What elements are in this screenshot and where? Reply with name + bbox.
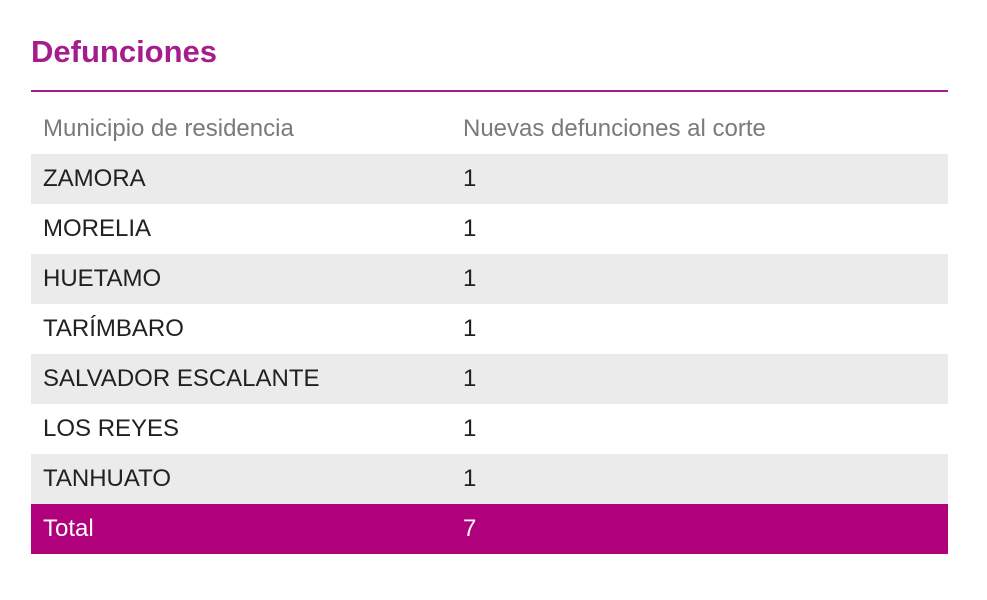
page-title: Defunciones [31, 34, 218, 69]
nuevas-cell: 1 [463, 165, 477, 192]
table-row: SALVADOR ESCALANTE 1 [31, 354, 948, 404]
table-row: TANHUATO 1 [31, 454, 948, 504]
nuevas-cell: 1 [463, 315, 477, 342]
column-header-municipio: Municipio de residencia [43, 115, 294, 142]
municipio-cell: HUETAMO [43, 265, 162, 292]
municipio-cell: LOS REYES [43, 415, 180, 442]
nuevas-cell: 1 [463, 265, 477, 292]
nuevas-cell: 1 [463, 465, 477, 492]
table-row: HUETAMO 1 [31, 254, 948, 304]
table-row: LOS REYES 1 [31, 404, 948, 454]
municipio-cell: ZAMORA [43, 165, 146, 192]
table-row: MORELIA 1 [31, 204, 948, 254]
title-divider [31, 90, 948, 92]
municipio-cell: SALVADOR ESCALANTE [43, 365, 320, 392]
municipio-cell: MORELIA [43, 215, 152, 242]
nuevas-cell: 1 [463, 415, 477, 442]
table-row: TARÍMBARO 1 [31, 304, 948, 354]
total-row: Total 7 [31, 504, 948, 554]
nuevas-cell: 1 [463, 215, 477, 242]
table-row: ZAMORA 1 [31, 154, 948, 204]
table-header-row: Municipio de residencia Nuevas defuncion… [31, 104, 948, 154]
municipio-cell: TANHUATO [43, 465, 172, 492]
total-value: 7 [463, 515, 477, 542]
nuevas-cell: 1 [463, 365, 477, 392]
deaths-table: Municipio de residencia Nuevas defuncion… [31, 104, 948, 554]
column-header-nuevas: Nuevas defunciones al corte [463, 115, 766, 142]
municipio-cell: TARÍMBARO [43, 315, 184, 342]
total-label: Total [43, 515, 94, 542]
